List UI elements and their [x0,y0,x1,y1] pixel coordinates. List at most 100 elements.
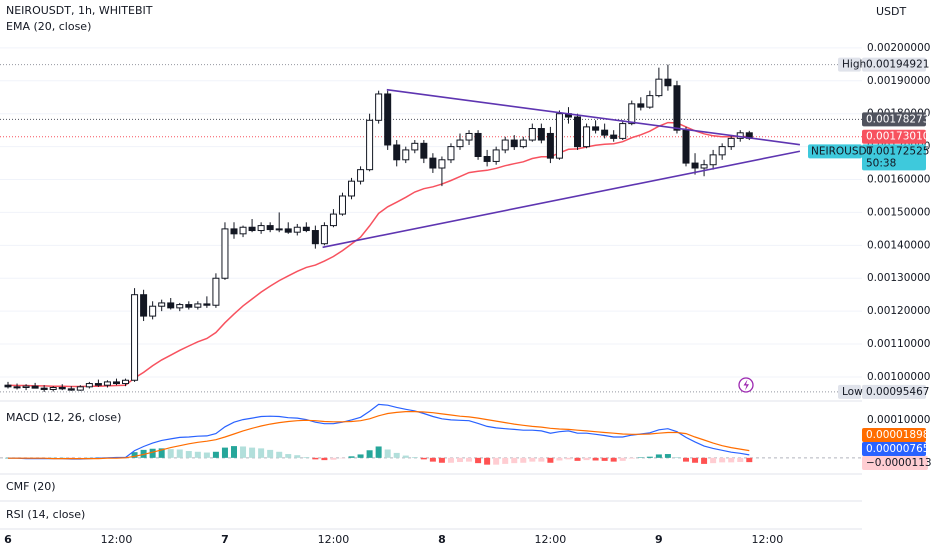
candle-body [230,228,238,235]
candle-body [158,302,166,307]
histogram-bar [176,449,183,458]
candle-body [329,213,337,227]
histogram-bar [610,457,617,462]
histogram-bar [420,457,427,460]
candle-body [122,379,130,385]
candle-body [646,95,654,108]
histogram-bar [185,451,192,458]
histogram-bar [673,457,680,458]
candle-body [718,146,726,156]
histogram-bar [475,457,482,464]
price-label-box [862,57,926,72]
candle-body [700,164,708,169]
histogram-bar [664,454,671,458]
candle-body [302,226,310,232]
x-tick-label: 12:00 [535,533,567,546]
trendline [386,88,801,146]
candle-body [221,228,229,279]
candle-body [537,128,545,141]
histogram-bar [692,457,699,463]
y-tick-label: 0.00120000 [867,305,930,317]
candle-body [610,134,618,139]
histogram-bar [447,457,454,463]
candle-body [58,386,66,390]
candle-body [149,305,157,317]
alert-circle[interactable] [738,377,754,393]
histogram-bar [366,450,373,458]
candle-body [682,129,690,164]
histogram-bar [683,457,689,462]
candle-body [501,139,509,151]
histogram-bar [258,448,265,458]
price-label-box [862,384,926,399]
histogram-bar [339,457,346,459]
candle-body [194,303,202,308]
histogram-label-box [862,456,928,470]
candle-body [103,381,111,386]
price-tag-box [838,57,861,72]
candle-body [284,228,292,233]
histogram-bar [393,452,400,458]
y-tick-label: 0.00010000 [867,414,930,426]
histogram-bar [411,457,418,458]
histogram-bar [429,457,436,462]
candle-body [727,137,735,148]
plot-area: 6 12:00 7 12:00 8 12:00 9 12:00 [0,47,932,546]
candle-body [203,303,211,306]
signal-label-box [862,428,926,442]
macd-label-box [862,442,926,456]
symbol-tag-box [808,144,862,159]
histogram-bar [592,457,599,461]
x-tick-label: 12:00 [752,533,784,546]
candle-body [67,388,75,391]
histogram-bar [565,457,572,460]
x-tick-label: 9 [655,533,663,546]
histogram-bar [637,457,644,458]
histogram-bar [719,457,726,463]
overlay: NEIROUSDT, 1h, WHITEBIT EMA (20, close) … [6,4,907,521]
rsi-legend: RSI (14, close) [6,508,85,521]
alert-bolt[interactable] [743,379,750,391]
x-tick-label: 12:00 [101,533,133,546]
x-tick-label: 8 [438,533,446,546]
currency: USDT [876,5,907,18]
candle-body [13,386,21,389]
macd-line [8,403,750,460]
candle-body [85,383,93,388]
candle-body [4,384,12,388]
histogram-bar [212,451,219,458]
histogram-bar [294,455,301,458]
y-tick-label: 0.00100000 [867,371,930,383]
candle-body [474,132,482,157]
candle-body [375,93,383,121]
candle-body [546,132,554,159]
histogram-bar [701,457,708,464]
current-price-box [862,144,926,171]
histogram-bar [746,457,753,463]
candle-body [31,385,39,389]
candle-body [239,226,247,235]
candle-body [167,302,175,309]
candle-body [49,386,57,390]
candle-body [212,277,220,306]
histogram-bar [466,457,473,462]
x-tick-label: 12:00 [318,533,350,546]
candle-body [601,129,609,136]
candle-body [583,126,591,148]
histogram-bar [547,457,554,463]
histogram-bar [710,457,717,464]
candle-body [357,169,365,182]
signal-line [8,411,750,460]
candle-body [555,113,563,159]
histogram-bar [601,457,608,461]
histogram-bar [737,457,744,463]
histogram-bar [285,454,292,458]
histogram-bar [402,455,409,458]
histogram-bar [619,457,626,461]
candle-body [257,225,265,232]
candle-body [22,385,30,388]
alert-icon[interactable] [738,377,754,393]
candle-body [637,103,645,108]
